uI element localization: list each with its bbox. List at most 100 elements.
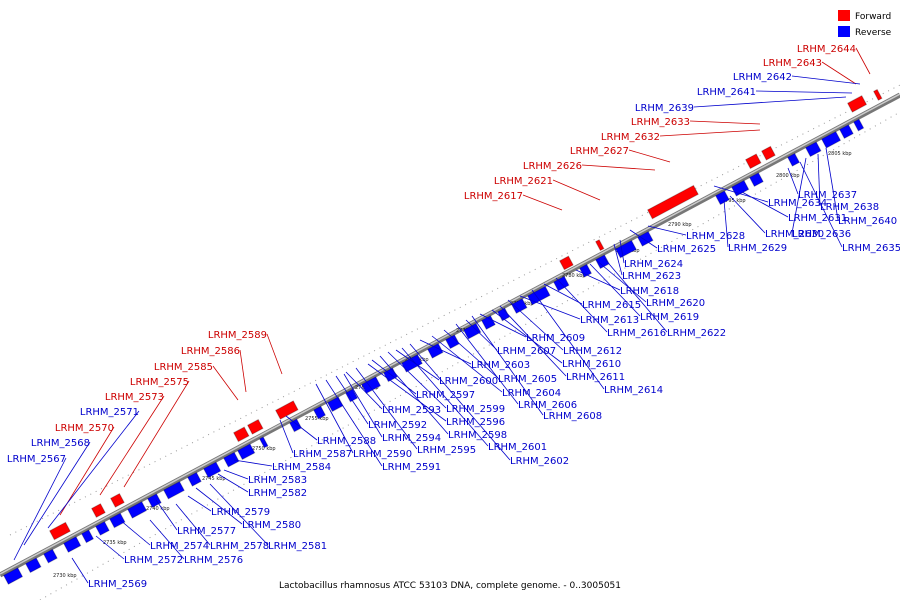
reverse-gene-label[interactable]: LRHM_2568 [31,438,90,449]
forward-gene-block[interactable] [846,95,868,113]
reverse-gene-block[interactable] [108,512,126,529]
reverse-gene-label[interactable]: LRHM_2638 [820,202,879,213]
reverse-gene-label[interactable]: LRHM_2601 [488,442,547,453]
reverse-gene-label[interactable]: LRHM_2608 [543,411,602,422]
reverse-gene-label[interactable]: LRHM_2574 [150,541,209,552]
forward-gene-block[interactable] [744,153,762,170]
reverse-gene-label[interactable]: LRHM_2616 [607,328,666,339]
reverse-gene-label[interactable]: LRHM_2598 [448,430,507,441]
reverse-gene-label[interactable]: LRHM_2635 [842,243,900,254]
reverse-gene-block[interactable] [288,418,303,433]
reverse-gene-block[interactable] [462,322,482,340]
reverse-gene-label[interactable]: LRHM_2567 [7,454,66,465]
reverse-gene-label[interactable]: LRHM_2600 [439,376,498,387]
forward-gene-block[interactable] [48,521,71,541]
forward-gene-block[interactable] [594,239,605,252]
reverse-gene-label[interactable]: LRHM_2619 [640,312,699,323]
reverse-gene-label[interactable]: LRHM_2611 [566,372,625,383]
reverse-gene-block[interactable] [360,376,382,394]
forward-gene-block[interactable] [760,145,776,161]
reverse-gene-label[interactable]: LRHM_2581 [268,541,327,552]
forward-gene-label[interactable]: LRHM_2632 [601,132,660,143]
forward-gene-label[interactable]: LRHM_2589 [208,330,267,341]
forward-gene-block[interactable] [232,426,250,443]
reverse-gene-label[interactable]: LRHM_2584 [272,462,331,473]
forward-gene-label[interactable]: LRHM_2626 [523,161,582,172]
reverse-gene-label[interactable]: LRHM_2636 [792,229,851,240]
reverse-gene-block[interactable] [222,451,240,468]
reverse-gene-label[interactable]: LRHM_2630 [765,229,824,240]
reverse-gene-label[interactable]: LRHM_2578 [210,541,269,552]
forward-gene-label[interactable]: LRHM_2585 [154,362,213,373]
reverse-gene-label[interactable]: LRHM_2594 [382,433,441,444]
reverse-gene-block[interactable] [594,254,610,270]
reverse-gene-label[interactable]: LRHM_2603 [471,360,530,371]
reverse-gene-label[interactable]: LRHM_2622 [667,328,726,339]
reverse-gene-label[interactable]: LRHM_2618 [620,286,679,297]
reverse-gene-label[interactable]: LRHM_2569 [88,579,147,590]
reverse-gene-label[interactable]: LRHM_2572 [124,555,183,566]
forward-gene-label[interactable]: LRHM_2644 [797,44,856,55]
reverse-gene-label[interactable]: LRHM_2571 [80,407,139,418]
reverse-gene-block[interactable] [258,436,269,449]
reverse-gene-label[interactable]: LRHM_2628 [686,231,745,242]
forward-gene-label[interactable]: LRHM_2586 [181,346,240,357]
reverse-gene-label[interactable]: LRHM_2639 [635,103,694,114]
reverse-gene-block[interactable] [42,548,58,564]
reverse-gene-label[interactable]: LRHM_2599 [446,404,505,415]
reverse-gene-label[interactable]: LRHM_2614 [604,385,663,396]
reverse-gene-label[interactable]: LRHM_2640 [838,216,897,227]
reverse-gene-block[interactable] [162,480,185,500]
reverse-gene-label[interactable]: LRHM_2595 [417,445,476,456]
reverse-gene-label[interactable]: LRHM_2612 [563,346,622,357]
reverse-gene-block[interactable] [510,298,528,314]
reverse-gene-block[interactable] [614,239,637,259]
reverse-gene-block[interactable] [312,405,327,420]
reverse-gene-block[interactable] [202,461,222,479]
forward-gene-block[interactable] [246,418,264,435]
reverse-gene-block[interactable] [786,152,801,167]
reverse-gene-block[interactable] [236,443,256,461]
reverse-gene-label[interactable]: LRHM_2610 [562,359,621,370]
reverse-gene-label[interactable]: LRHM_2576 [184,555,243,566]
reverse-gene-block[interactable] [126,501,148,519]
reverse-gene-label[interactable]: LRHM_2637 [798,190,857,201]
reverse-gene-label[interactable]: LRHM_2631 [788,213,847,224]
reverse-gene-label[interactable]: LRHM_2629 [728,243,787,254]
reverse-gene-label[interactable]: LRHM_2615 [582,300,641,311]
forward-gene-block[interactable] [646,184,699,220]
reverse-gene-label[interactable]: LRHM_2587 [293,449,352,460]
reverse-gene-label[interactable]: LRHM_2642 [733,72,792,83]
reverse-gene-block[interactable] [748,172,764,188]
reverse-gene-label[interactable]: LRHM_2641 [697,87,756,98]
reverse-gene-label[interactable]: LRHM_2623 [622,271,681,282]
reverse-gene-label[interactable]: LRHM_2625 [657,244,716,255]
reverse-gene-block[interactable] [186,471,202,487]
reverse-gene-label[interactable]: LRHM_2609 [526,333,585,344]
reverse-gene-block[interactable] [820,130,842,149]
reverse-gene-label[interactable]: LRHM_2592 [368,420,427,431]
forward-gene-label[interactable]: LRHM_2621 [494,176,553,187]
reverse-gene-label[interactable]: LRHM_2613 [580,315,639,326]
reverse-gene-block[interactable] [804,141,822,158]
reverse-gene-block[interactable] [526,285,551,306]
reverse-gene-label[interactable]: LRHM_2596 [446,417,505,428]
reverse-gene-label[interactable]: LRHM_2583 [248,475,307,486]
reverse-gene-block[interactable] [444,334,460,350]
forward-gene-block[interactable] [90,503,106,518]
reverse-gene-label[interactable]: LRHM_2620 [646,298,705,309]
reverse-gene-block[interactable] [714,190,730,206]
reverse-gene-block[interactable] [146,493,162,509]
reverse-gene-label[interactable]: LRHM_2582 [248,488,307,499]
forward-gene-label[interactable]: LRHM_2575 [130,377,189,388]
forward-gene-label[interactable]: LRHM_2573 [105,392,164,403]
forward-gene-label[interactable]: LRHM_2633 [631,117,690,128]
reverse-gene-label[interactable]: LRHM_2602 [510,456,569,467]
forward-gene-label[interactable]: LRHM_2643 [763,58,822,69]
forward-gene-label[interactable]: LRHM_2617 [464,191,523,202]
reverse-gene-block[interactable] [24,557,42,574]
forward-gene-block[interactable] [872,88,883,101]
forward-gene-block[interactable] [274,400,299,420]
reverse-gene-block[interactable] [94,520,110,536]
reverse-gene-block[interactable] [344,388,359,403]
